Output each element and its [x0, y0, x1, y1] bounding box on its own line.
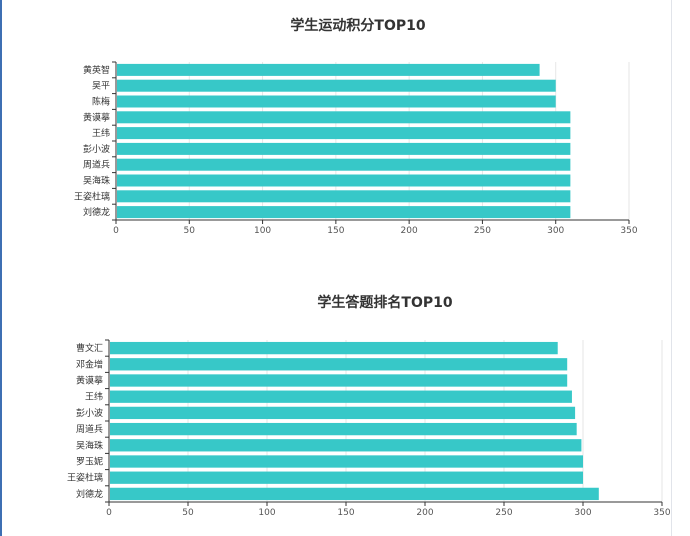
quiz-category-label: 王纬	[85, 391, 103, 403]
quiz-category-label: 罗玉妮	[76, 456, 103, 468]
quiz-category-label: 彭小波	[76, 407, 103, 419]
quiz-chart-title: 学生答题排名TOP10	[317, 294, 452, 311]
exercise-bar[interactable]	[117, 79, 556, 92]
quiz-bar[interactable]	[110, 455, 583, 468]
quiz-bar[interactable]	[110, 358, 568, 371]
quiz-bar[interactable]	[110, 422, 577, 436]
quiz-category-label: 周道兵	[76, 423, 103, 435]
exercise-bar[interactable]	[117, 63, 540, 76]
exercise-category-label: 黄谟摹	[83, 111, 110, 123]
exercise-bar[interactable]	[117, 95, 556, 108]
exercise-category-label: 陈梅	[92, 96, 110, 108]
quiz-x-tick-label: 200	[416, 508, 433, 518]
exercise-x-tick-label: 200	[401, 226, 418, 236]
exercise-bar[interactable]	[117, 142, 571, 155]
exercise-category-label: 周道兵	[83, 159, 110, 171]
exercise-bar[interactable]	[117, 158, 571, 171]
exercise-x-tick-label: 300	[547, 226, 564, 236]
exercise-bar[interactable]	[117, 111, 571, 124]
quiz-category-label: 曹文汇	[76, 342, 103, 354]
exercise-category-label: 王姿杜璃	[74, 190, 110, 202]
quiz-x-tick-label: 350	[653, 508, 670, 518]
exercise-category-label: 吴平	[92, 81, 110, 92]
quiz-x-tick-label: 150	[337, 508, 354, 518]
quiz-category-label: 黄谟摹	[76, 375, 103, 387]
quiz-x-tick-label: 100	[258, 508, 275, 518]
quiz-category-label: 邓金增	[76, 358, 103, 370]
quiz-x-tick-label: 300	[574, 508, 591, 518]
quiz-bar[interactable]	[110, 341, 558, 355]
quiz-x-tick-label: 50	[182, 508, 194, 518]
quiz-bar[interactable]	[110, 487, 599, 501]
quiz-bar[interactable]	[110, 390, 572, 403]
exercise-category-label: 黄英智	[83, 64, 110, 76]
exercise-bar[interactable]	[117, 206, 571, 219]
exercise-x-tick-label: 350	[620, 226, 637, 236]
exercise-x-tick-label: 150	[327, 226, 344, 236]
quiz-category-label: 王姿杜璃	[67, 472, 103, 484]
exercise-bar[interactable]	[117, 127, 571, 140]
exercise-category-label: 吴海珠	[83, 175, 110, 187]
quiz-x-tick-label: 250	[495, 508, 512, 518]
exercise-x-tick-label: 50	[184, 226, 196, 236]
quiz-bar[interactable]	[110, 439, 582, 452]
quiz-bar[interactable]	[110, 471, 583, 484]
quiz-bar[interactable]	[110, 374, 568, 387]
window-left-border	[0, 0, 2, 536]
exercise-category-label: 刘德龙	[83, 206, 110, 218]
quiz-category-label: 吴海珠	[76, 439, 103, 451]
exercise-x-tick-label: 0	[113, 226, 119, 236]
quiz-x-tick-label: 0	[106, 508, 112, 518]
window-right-border	[671, 0, 672, 536]
exercise-x-tick-label: 250	[474, 226, 491, 236]
exercise-x-tick-label: 100	[254, 226, 271, 236]
exercise-category-label: 彭小波	[83, 143, 110, 155]
quiz-bar[interactable]	[110, 406, 576, 420]
exercise-bar[interactable]	[117, 190, 571, 203]
exercise-bar[interactable]	[117, 174, 571, 187]
quiz-category-label: 刘德龙	[76, 488, 103, 500]
exercise-chart-title: 学生运动积分TOP10	[290, 17, 425, 34]
exercise-category-label: 王纬	[92, 127, 110, 139]
